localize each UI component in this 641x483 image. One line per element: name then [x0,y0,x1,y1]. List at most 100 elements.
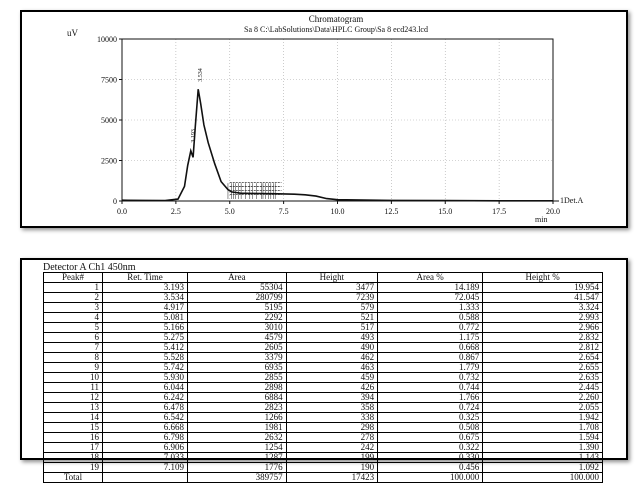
table-cell: 6.668 [102,422,188,433]
table-cell: 463 [285,362,379,373]
table-row: 2 3.534 280799 7239 72.045 41.547 [43,292,603,303]
y-tick-label: 0 [113,197,117,206]
table-cell: 6.798 [102,432,188,443]
peak-label: 3.193 [191,129,197,143]
chart-subtitle: Sa 8 C:\LabSolutions\Data\HPLC Group\Sa … [244,25,428,34]
table-cell: 11 [43,382,103,393]
baseline-noise-cluster [227,181,282,199]
table-row: 9 5.742 6935 463 1.779 2.655 [43,362,603,373]
plot-frame [121,38,554,202]
table-row: 16 6.798 2632 278 0.675 1.594 [43,432,603,443]
table-cell: 1.175 [377,332,484,343]
x-tick-label: 17.5 [492,207,506,216]
col-header-ret-time: Ret. Time [102,272,188,283]
chromatogram-chart: Chromatogram Sa 8 C:\LabSolutions\Data\H… [67,14,584,224]
table-cell: 9 [43,362,103,373]
table-cell: 0.744 [377,382,484,393]
table-cell: 4579 [187,332,287,343]
table-cell: 2.055 [482,402,603,413]
table-cell: 2.812 [482,342,603,353]
table-cell: 338 [285,412,379,423]
table-cell: 18 [43,452,103,463]
table-cell: 1981 [187,422,287,433]
table-cell: 0.675 [377,432,484,443]
table-cell: 2898 [187,382,287,393]
series-label: 1Det.A [560,196,584,205]
table-cell: 0.322 [377,442,484,453]
table-cell: 242 [285,442,379,453]
table-cell: 5.742 [102,362,188,373]
table-total-row: Total 389757 17423 100.000 100.000 [43,472,603,483]
table-cell: 2.966 [482,322,603,333]
table-cell: 2292 [187,312,287,323]
table-cell: 462 [285,352,379,363]
table-cell: 298 [285,422,379,433]
table-cell: 7.033 [102,452,188,463]
table-cell: 1266 [187,412,287,423]
table-cell: 5.166 [102,322,188,333]
table-cell: 3.534 [102,292,188,303]
table-cell: 2605 [187,342,287,353]
table-cell: 517 [285,322,379,333]
table-cell: 0.724 [377,402,484,413]
table-cell: 17 [43,442,103,453]
table-cell: 0.668 [377,342,484,353]
table-row: 1 3.193 55304 3477 14.189 19.954 [43,282,603,293]
table-cell: 4.917 [102,302,188,313]
table-cell: Total [43,472,103,483]
table-cell: 3.324 [482,302,603,313]
peak-labels: 3.193 3.534 [191,68,204,142]
x-tick-label: 0.0 [117,207,127,216]
table-cell: 6.044 [102,382,188,393]
table-cell: 394 [285,392,379,403]
table-cell: 2.993 [482,312,603,323]
table-cell: 426 [285,382,379,393]
table-cell: 0.772 [377,322,484,333]
table-row: 13 6.478 2823 358 0.724 2.055 [43,402,603,413]
table-cell: 493 [285,332,379,343]
table-cell: 5.275 [102,332,188,343]
table-cell: 2632 [187,432,287,443]
table-row: 14 6.542 1266 338 0.325 1.942 [43,412,603,423]
table-cell: 6.242 [102,392,188,403]
table-cell: 12 [43,392,103,403]
table-cell: 14 [43,412,103,423]
table-cell: 7239 [285,292,379,303]
table-cell: 72.045 [377,292,484,303]
table-cell: 5.081 [102,312,188,323]
table-cell: 2 [43,292,103,303]
table-cell: 278 [285,432,379,443]
table-cell: 1.390 [482,442,603,453]
table-cell: 0.456 [377,462,484,473]
chromatogram-panel [20,10,628,228]
table-cell: 1.594 [482,432,603,443]
table-cell: 1776 [187,462,287,473]
table-cell: 5.412 [102,342,188,353]
table-cell: 2.654 [482,352,603,363]
table-cell: 5.528 [102,352,188,363]
table-cell: 3477 [285,282,379,293]
table-row: 3 4.917 5195 579 1.333 3.324 [43,302,603,313]
col-header-area-pct: Area % [377,272,484,283]
table-cell: 3379 [187,352,287,363]
y-tick-label: 7500 [101,76,117,85]
table-cell: 41.547 [482,292,603,303]
table-header-row: Peak# Ret. Time Area Height Area % Heigh… [43,272,603,283]
table-cell: 1.333 [377,302,484,313]
table-cell: 14.189 [377,282,484,293]
table-cell: 6935 [187,362,287,373]
table-row: 6 5.275 4579 493 1.175 2.832 [43,332,603,343]
table-cell: 5.930 [102,372,188,383]
table-cell: 389757 [187,472,287,483]
table-cell: 7 [43,342,103,353]
y-tick-label: 5000 [101,116,117,125]
table-row: 7 5.412 2605 490 0.668 2.812 [43,342,603,353]
table-cell: 521 [285,312,379,323]
table-cell: 1287 [187,452,287,463]
table-cell: 16 [43,432,103,443]
col-header-height: Height [285,272,379,283]
table-cell: 1.143 [482,452,603,463]
table-cell: 0.867 [377,352,484,363]
table-row: 4 5.081 2292 521 0.588 2.993 [43,312,603,323]
table-cell: 0.508 [377,422,484,433]
